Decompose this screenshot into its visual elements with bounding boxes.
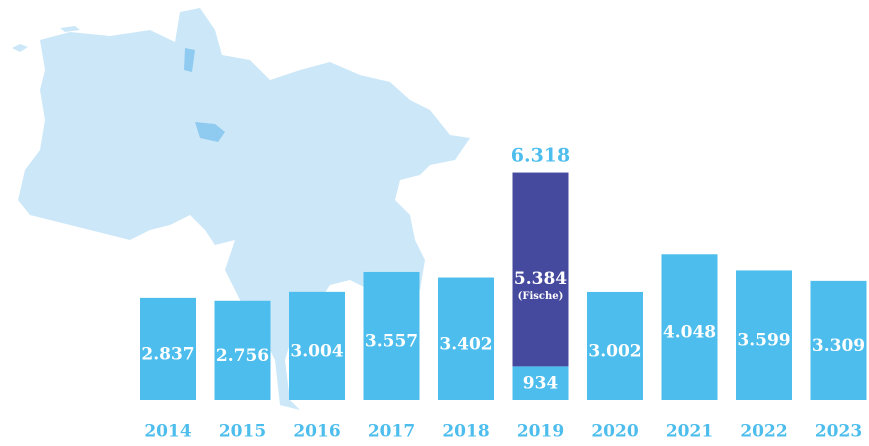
bar xyxy=(810,280,867,400)
bar xyxy=(512,366,569,400)
value-label: 2.837 xyxy=(141,344,194,364)
value-label: 3.004 xyxy=(290,341,343,361)
x-tick-label: 2021 xyxy=(666,422,713,442)
value-label: 4.048 xyxy=(663,323,716,343)
x-tick-label: 2018 xyxy=(442,422,489,442)
x-tick-label: 2016 xyxy=(293,422,340,442)
value-label: 3.002 xyxy=(588,341,641,361)
bar xyxy=(289,291,345,400)
value-label: 3.309 xyxy=(812,336,865,356)
value-label: 3.402 xyxy=(439,334,492,354)
x-tick-label: 2015 xyxy=(219,422,266,442)
bar xyxy=(587,291,643,400)
x-tick-label: 2017 xyxy=(368,422,415,442)
x-tick-label: 2020 xyxy=(591,422,638,442)
map-background xyxy=(12,8,470,410)
bar xyxy=(363,271,420,400)
value-label: 2.756 xyxy=(216,346,269,366)
bar xyxy=(512,172,569,367)
x-tick-label: 2019 xyxy=(517,422,564,442)
bar xyxy=(214,300,271,400)
value-label: 5.384 xyxy=(514,269,567,289)
bar xyxy=(736,270,792,400)
bar xyxy=(438,277,494,400)
x-tick-label: 2014 xyxy=(144,422,191,442)
bar xyxy=(140,297,196,400)
x-tick-label: 2023 xyxy=(815,422,862,442)
bar xyxy=(661,254,718,400)
series-label: (Fische) xyxy=(518,291,564,302)
x-tick-label: 2022 xyxy=(740,422,787,442)
total-label: 6.318 xyxy=(511,145,571,167)
value-label: 934 xyxy=(523,374,559,394)
value-label: 3.557 xyxy=(365,331,418,351)
value-label: 3.599 xyxy=(737,331,790,351)
